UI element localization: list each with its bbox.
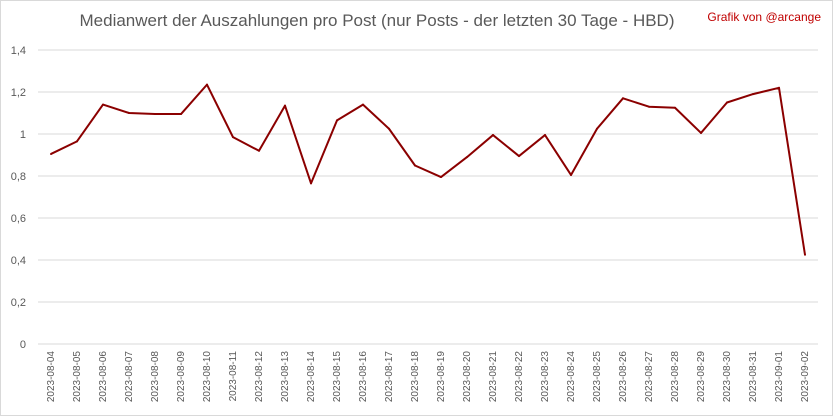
- data-point: [700, 131, 702, 134]
- x-tick-label: 2023-08-04: [46, 351, 57, 403]
- chart-title: Medianwert der Auszahlungen pro Post (nu…: [80, 11, 675, 30]
- series-line: [50, 83, 806, 255]
- data-point: [362, 103, 364, 106]
- data-point: [440, 176, 442, 179]
- x-tick-label: 2023-08-30: [722, 351, 733, 403]
- y-axis-ticks: 0 0,2 0,4 0,6 0,8 1 1,2 1,4: [11, 45, 26, 351]
- x-tick-label: 2023-08-14: [306, 351, 317, 403]
- x-tick-label: 2023-08-18: [410, 351, 421, 403]
- data-point: [622, 97, 624, 100]
- x-tick-label: 2023-08-27: [644, 351, 655, 403]
- y-tick-label: 0,8: [11, 171, 26, 183]
- x-axis-ticks: 2023-08-04 2023-08-05 2023-08-06 2023-08-07…: [46, 351, 811, 403]
- data-point: [648, 105, 650, 108]
- x-tick-label: 2023-08-16: [358, 351, 369, 403]
- x-tick-label: 2023-08-29: [696, 351, 707, 403]
- data-point: [102, 103, 104, 106]
- data-point: [388, 127, 390, 130]
- data-point: [570, 173, 572, 176]
- y-tick-label: 0,6: [11, 213, 26, 225]
- data-point: [466, 156, 468, 159]
- data-point: [674, 106, 676, 109]
- x-tick-label: 2023-08-17: [384, 351, 395, 403]
- data-point: [492, 134, 494, 137]
- x-tick-label: 2023-08-08: [150, 351, 161, 403]
- data-point: [726, 101, 728, 104]
- x-tick-label: 2023-08-24: [566, 351, 577, 403]
- x-tick-label: 2023-08-09: [176, 351, 187, 403]
- y-tick-label: 1: [20, 129, 26, 141]
- x-tick-label: 2023-09-01: [774, 351, 785, 403]
- x-tick-label: 2023-08-12: [254, 351, 265, 403]
- x-tick-label: 2023-08-31: [748, 351, 759, 403]
- data-point: [414, 164, 416, 167]
- data-point: [50, 152, 52, 155]
- x-tick-label: 2023-08-20: [462, 351, 473, 403]
- x-tick-label: 2023-08-21: [488, 351, 499, 403]
- y-tick-label: 0: [20, 339, 26, 351]
- data-point: [596, 127, 598, 130]
- data-point: [180, 113, 182, 116]
- data-point: [544, 134, 546, 137]
- x-tick-label: 2023-08-10: [202, 351, 213, 403]
- data-point: [258, 149, 260, 152]
- x-tick-label: 2023-08-19: [436, 351, 447, 403]
- x-tick-label: 2023-08-15: [332, 351, 343, 403]
- data-point: [778, 86, 780, 89]
- x-tick-label: 2023-08-28: [670, 351, 681, 403]
- x-tick-label: 2023-08-05: [72, 351, 83, 403]
- data-point: [752, 93, 754, 96]
- data-point: [76, 140, 78, 143]
- data-point: [128, 112, 130, 114]
- x-tick-label: 2023-08-26: [618, 351, 629, 403]
- data-point: [804, 253, 806, 256]
- x-tick-label: 2023-09-02: [800, 351, 811, 403]
- y-tick-label: 1,2: [11, 87, 26, 99]
- data-point: [284, 104, 286, 107]
- x-tick-label: 2023-08-22: [514, 351, 525, 403]
- y-tick-label: 0,4: [11, 255, 26, 267]
- data-point: [518, 155, 520, 158]
- y-tick-label: 0,2: [11, 297, 26, 309]
- x-tick-label: 2023-08-23: [540, 351, 551, 403]
- x-tick-label: 2023-08-25: [592, 351, 603, 403]
- series-layer: [50, 83, 806, 256]
- chart-credit: Grafik von @arcange: [707, 10, 821, 24]
- x-tick-label: 2023-08-13: [280, 351, 291, 403]
- data-point: [232, 136, 234, 139]
- grid-lines: [38, 49, 818, 345]
- x-tick-label: 2023-08-11: [228, 351, 239, 402]
- x-tick-label: 2023-08-06: [98, 351, 109, 403]
- data-point: [154, 113, 156, 116]
- data-point: [310, 182, 312, 185]
- data-point: [206, 83, 208, 86]
- y-tick-label: 1,4: [11, 45, 26, 57]
- data-point: [336, 119, 338, 122]
- x-tick-label: 2023-08-07: [124, 351, 135, 403]
